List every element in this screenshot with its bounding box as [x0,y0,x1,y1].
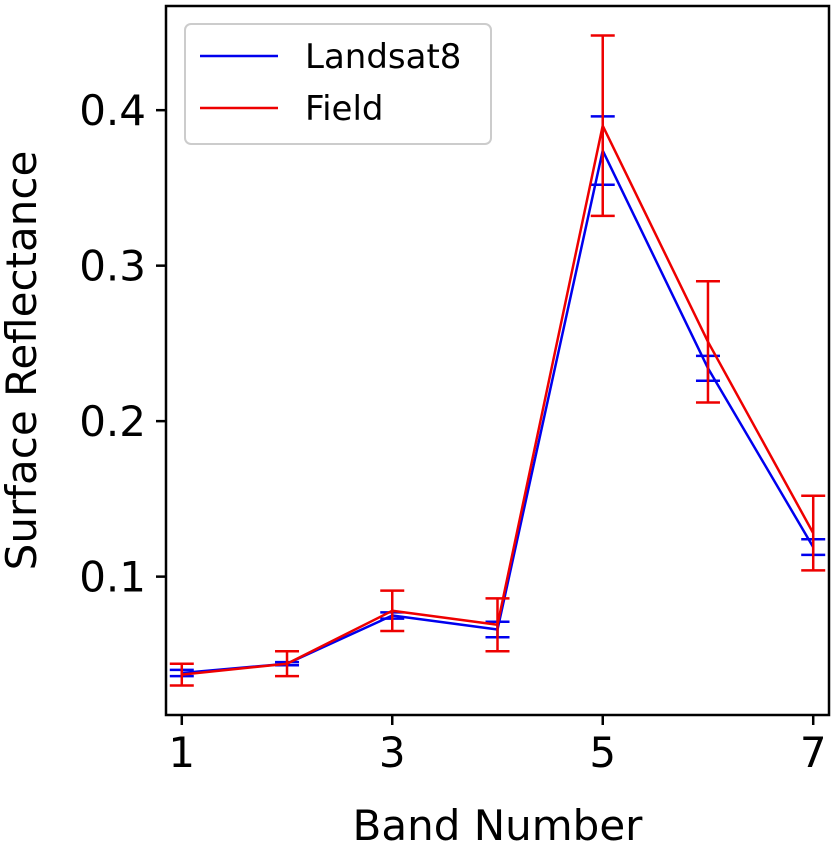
legend-label-landsat8: Landsat8 [305,37,461,77]
x-tick-label: 7 [800,728,827,777]
plot-frame [164,4,831,717]
error-bar-field [695,279,720,404]
x-tick-label: 5 [589,728,616,777]
legend-box [184,23,492,145]
plot-layer [169,34,826,687]
error-bar-field [590,34,615,218]
x-tick-label: 1 [168,728,195,777]
y-tick-label: 0.2 [79,397,146,446]
y-tick-label: 0.1 [79,553,146,602]
x-axis-label: Band Number [353,801,644,844]
series-line-field [181,124,815,676]
legend: Landsat8 Field [184,23,492,145]
error-bar-field [275,650,300,678]
error-bar-field [801,494,826,572]
y-tick-label: 0.4 [79,86,146,135]
y-tick-label: 0.3 [79,242,146,291]
y-axis-label: Surface Reflectance [0,151,46,571]
error-bar-field [485,597,510,653]
error-bar-field [380,589,405,633]
x-tick-label: 3 [379,728,406,777]
legend-label-field: Field [305,89,383,129]
series-line-landsat8 [181,149,815,675]
ticks-layer: 1 3 5 7 0.1 0.2 0.3 0.4 [79,86,826,777]
error-bar-field [169,662,194,687]
